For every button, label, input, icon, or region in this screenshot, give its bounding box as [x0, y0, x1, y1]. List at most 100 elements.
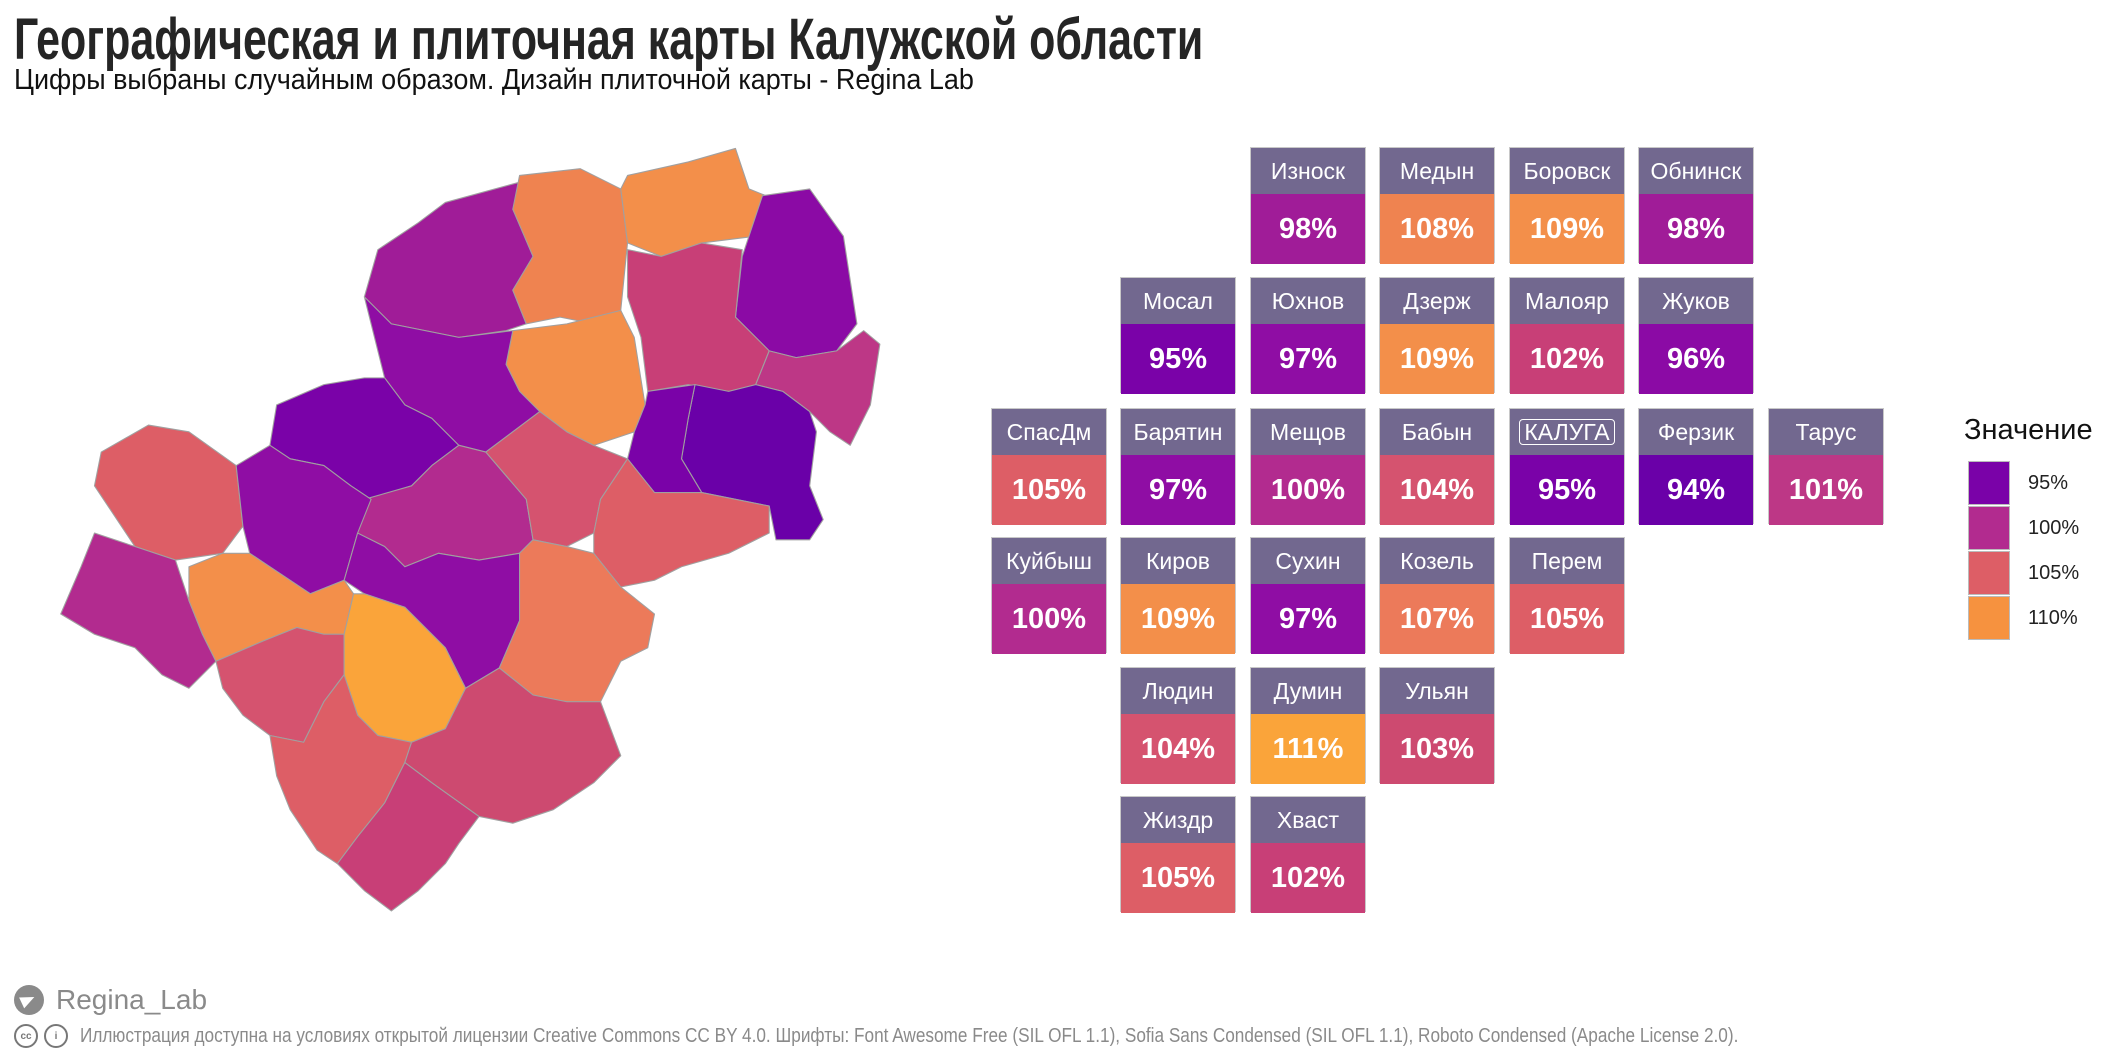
tile: Обнинск 98% — [1638, 147, 1754, 264]
tile-label: Бабын — [1401, 418, 1473, 445]
tile: Ульян 103% — [1379, 667, 1495, 784]
attribution-icon: i — [44, 1024, 68, 1048]
tile-label: Мосал — [1143, 287, 1213, 314]
tile-header: Ульян — [1380, 668, 1494, 714]
legend-swatch — [1968, 551, 2010, 595]
tile-header: Юхнов — [1251, 278, 1365, 324]
tile-header: Сухин — [1251, 538, 1365, 584]
legend-title: Значение — [1964, 414, 2093, 446]
tile-value: 105% — [1121, 843, 1235, 913]
map-district — [93, 424, 244, 561]
license-text: Иллюстрация доступна на условиях открыто… — [80, 1024, 1739, 1047]
legend-label: 105% — [2028, 562, 2080, 584]
tile-label: Козель — [1400, 547, 1474, 574]
tile-header: Хваст — [1251, 797, 1365, 843]
tile: Перем 105% — [1509, 537, 1625, 654]
tile-header: Малояр — [1510, 278, 1624, 324]
tile-header: Козель — [1380, 538, 1494, 584]
tile-header: Киров — [1121, 538, 1235, 584]
tile-header: Думин — [1251, 668, 1365, 714]
tile: КАЛУГА 95% — [1509, 408, 1625, 525]
tile-label: Людин — [1142, 677, 1214, 704]
tile-label: КАЛУГА — [1519, 419, 1615, 445]
tile-value: 101% — [1769, 455, 1883, 525]
tile-header: Бабын — [1380, 409, 1494, 455]
tile-header: Жуков — [1639, 278, 1753, 324]
tile-label: Жиздр — [1142, 806, 1214, 833]
tile: Мосал 95% — [1120, 277, 1236, 394]
tile-value: 104% — [1380, 455, 1494, 525]
tile-header: Жиздр — [1121, 797, 1235, 843]
tile: Бабын 104% — [1379, 408, 1495, 525]
tile-label: Мещов — [1270, 418, 1346, 445]
tile-header: Тарус — [1769, 409, 1883, 455]
tile-label: Тарус — [1795, 418, 1857, 445]
author-name: Regina_Lab — [56, 984, 208, 1015]
map-district — [404, 667, 622, 824]
map-district — [60, 532, 217, 689]
tile: Юхнов 97% — [1250, 277, 1366, 394]
tile: Сухин 97% — [1250, 537, 1366, 654]
tile-value: 109% — [1121, 584, 1235, 654]
tile-value: 102% — [1510, 324, 1624, 394]
tile-header: Перем — [1510, 538, 1624, 584]
tile-value: 95% — [1121, 324, 1235, 394]
legend-swatch — [1968, 461, 2010, 505]
tile: Малояр 102% — [1509, 277, 1625, 394]
legend-swatch — [1968, 506, 2010, 550]
tile: Думин 111% — [1250, 667, 1366, 784]
tile: Боровск 109% — [1509, 147, 1625, 264]
tile-label: Боровск — [1523, 157, 1611, 184]
tile-value: 109% — [1380, 324, 1494, 394]
tile-value: 95% — [1510, 455, 1624, 525]
tile: Мещов 100% — [1250, 408, 1366, 525]
tile-value: 100% — [1251, 455, 1365, 525]
tile-header: Медын — [1380, 148, 1494, 194]
legend-label: 100% — [2028, 517, 2080, 539]
tile-value: 100% — [992, 584, 1106, 654]
tile: Дзерж 109% — [1379, 277, 1495, 394]
tile-value: 104% — [1121, 714, 1235, 784]
tile-header: Дзерж — [1380, 278, 1494, 324]
tile-label: Киров — [1145, 547, 1211, 574]
tile-header: Мещов — [1251, 409, 1365, 455]
tile-label: Ульян — [1405, 677, 1469, 704]
tile-header: Износк — [1251, 148, 1365, 194]
tile-value: 105% — [1510, 584, 1624, 654]
map-district — [512, 168, 629, 325]
tile: Хваст 102% — [1250, 796, 1366, 913]
tile-label: Износк — [1270, 157, 1346, 184]
legend-label: 95% — [2028, 472, 2069, 494]
tile-value: 107% — [1380, 584, 1494, 654]
tile-value: 105% — [992, 455, 1106, 525]
tile: Ферзик 94% — [1638, 408, 1754, 525]
tile-label: Куйбыш — [1006, 547, 1092, 574]
page-title: Географическая и плиточная карты Калужск… — [14, 7, 1204, 72]
telegram-icon — [14, 985, 44, 1015]
tile: Медын 108% — [1379, 147, 1495, 264]
tile-value: 102% — [1251, 843, 1365, 913]
license-line: cc i Иллюстрация доступна на условиях от… — [14, 1024, 2008, 1048]
legend-swatch — [1968, 596, 2010, 640]
tile-label: Малояр — [1525, 287, 1609, 314]
tile-value: 97% — [1251, 584, 1365, 654]
tile-value: 97% — [1121, 455, 1235, 525]
tile-header: СпасДм — [992, 409, 1106, 455]
legend-label: 110% — [2028, 607, 2078, 629]
tile-label: Обнинск — [1650, 157, 1742, 184]
tile-header: Людин — [1121, 668, 1235, 714]
tile-value: 103% — [1380, 714, 1494, 784]
tile-value: 96% — [1639, 324, 1753, 394]
tile: Людин 104% — [1120, 667, 1236, 784]
tile-label: Сухин — [1275, 547, 1341, 574]
page-subtitle: Цифры выбраны случайным образом. Дизайн … — [14, 64, 974, 96]
tile-label: СпасДм — [1006, 418, 1092, 445]
tile-label: Медын — [1399, 157, 1475, 184]
tile-label: Жуков — [1662, 287, 1730, 314]
tile-header: Обнинск — [1639, 148, 1753, 194]
tile-label: Думин — [1273, 677, 1343, 704]
tile: Жуков 96% — [1638, 277, 1754, 394]
tile: СпасДм 105% — [991, 408, 1107, 525]
tile: Барятин 97% — [1120, 408, 1236, 525]
